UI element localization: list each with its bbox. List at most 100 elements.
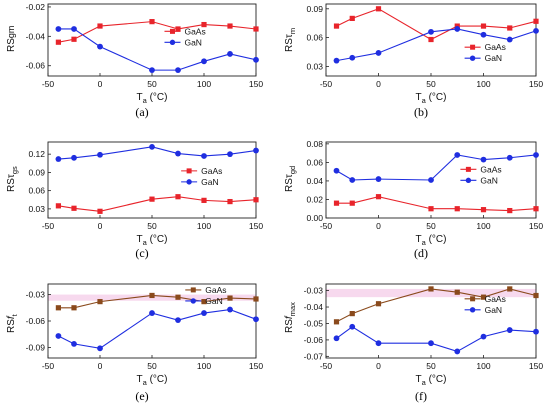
data-point-GaN [97, 151, 103, 158]
data-point-GaAs [333, 23, 340, 29]
panel-d: -50 0 50 100 150 0.08 0.06 0.04 0.02 0.00 RSτgd Ta … [284, 139, 543, 260]
data-point-GaN [175, 67, 181, 74]
legend-marker [465, 177, 472, 184]
plot-frame [47, 141, 257, 219]
data-point-GaN [533, 27, 539, 34]
y-tick-label: -0.06 [304, 335, 324, 345]
legend-label: GaN [485, 53, 502, 63]
data-point-GaAs [227, 295, 233, 301]
x-tick-label: 0 [98, 361, 103, 371]
x-tick-label: 0 [98, 79, 103, 89]
y-tick-label: 0.00 [306, 213, 323, 223]
y-tick-label: -0.04 [26, 31, 46, 41]
x-tick-label: -50 [320, 79, 333, 89]
data-point-GaAs [71, 36, 77, 42]
y-tick-label: -0.03 [26, 290, 46, 300]
y-tick-label: 0.09 [28, 167, 45, 177]
data-point-GaAs [533, 18, 539, 24]
series-line-GaAs [336, 8, 537, 41]
data-point-GaAs [149, 292, 155, 299]
data-point-GaAs [97, 208, 103, 214]
data-point-GaN [428, 340, 434, 347]
y-tick-label: 0.03 [28, 204, 45, 214]
panel-label: (b) [414, 105, 428, 119]
series-line-GaN [336, 154, 537, 181]
data-point-GaN [454, 348, 461, 355]
x-axis-label: Ta (°C) [416, 374, 447, 387]
data-point-GaN [55, 26, 62, 32]
data-point-GaAs [507, 286, 513, 292]
legend-label: GaAs [184, 26, 205, 36]
x-tick-label: 150 [249, 79, 263, 89]
data-point-GaAs [227, 23, 233, 29]
x-tick-label: -50 [320, 361, 333, 371]
data-point-GaAs [71, 205, 77, 211]
legend-label: GaN [201, 177, 218, 187]
x-tick-label: 50 [147, 79, 157, 89]
data-point-GaAs [175, 26, 181, 32]
y-tick-label: 0.03 [306, 61, 323, 71]
legend-label: GaAs [201, 166, 222, 176]
data-point-GaAs [55, 39, 61, 45]
data-point-GaAs [201, 299, 207, 305]
legend-marker [469, 55, 476, 61]
y-axis-label: RSτgd [284, 166, 297, 192]
x-tick-label: 150 [529, 79, 543, 89]
y-tick-label: -0.04 [304, 302, 324, 312]
x-axis-label: Ta (°C) [137, 234, 168, 247]
y-tick-label: 0.06 [306, 33, 323, 43]
x-tick-label: 100 [197, 79, 211, 89]
y-tick-label: -0.06 [26, 316, 46, 326]
data-point-GaAs [533, 206, 539, 212]
legend-marker [169, 28, 175, 34]
data-point-GaAs [55, 203, 61, 209]
legend-label: GaAs [485, 294, 506, 304]
data-point-GaAs [375, 301, 382, 307]
panel-label: (a) [135, 105, 148, 119]
legend-label: GaN [184, 37, 201, 47]
data-point-GaN [375, 50, 382, 56]
data-point-GaN [71, 26, 77, 32]
legend-marker [469, 307, 476, 313]
x-tick-label: 100 [197, 361, 211, 371]
x-axis-label: Ta (°C) [416, 92, 447, 105]
data-point-GaN [71, 154, 77, 161]
data-point-GaN [97, 43, 103, 50]
data-point-GaN [175, 317, 181, 324]
x-axis-label: Ta (°C) [137, 374, 168, 387]
data-point-GaN [480, 333, 487, 340]
y-tick-label: 0.06 [306, 157, 323, 167]
data-point-GaAs [71, 305, 77, 311]
x-tick-label: -50 [42, 221, 55, 231]
data-point-GaAs [533, 292, 539, 299]
data-point-GaAs [333, 319, 340, 325]
x-tick-label: 100 [197, 221, 211, 231]
data-point-GaN [375, 340, 382, 347]
data-point-GaN [349, 323, 356, 330]
data-point-GaAs [97, 23, 103, 29]
panel-label: (f) [415, 389, 427, 403]
data-point-GaN [333, 57, 340, 64]
legend-marker [186, 179, 192, 185]
y-axis-label: RSτgs [6, 166, 19, 192]
data-point-GaN [253, 56, 259, 63]
highlight-band [326, 288, 536, 298]
legend-label: GaN [480, 175, 497, 185]
data-point-GaAs [149, 196, 155, 202]
series-line-GaAs [58, 196, 257, 212]
data-point-GaAs [507, 207, 513, 214]
y-tick-label: 0.08 [306, 139, 323, 149]
x-tick-label: 0 [376, 361, 381, 371]
x-tick-label: 0 [98, 221, 103, 231]
legend-marker [470, 296, 476, 302]
data-point-GaAs [507, 25, 513, 31]
data-point-GaN [227, 51, 233, 57]
data-point-GaN [333, 167, 340, 174]
y-axis-label: RSτm [284, 28, 297, 52]
y-tick-label: -0.06 [26, 61, 46, 71]
data-point-GaN [55, 333, 62, 339]
y-axis-label: RSft [6, 313, 19, 333]
data-point-GaAs [375, 194, 382, 200]
